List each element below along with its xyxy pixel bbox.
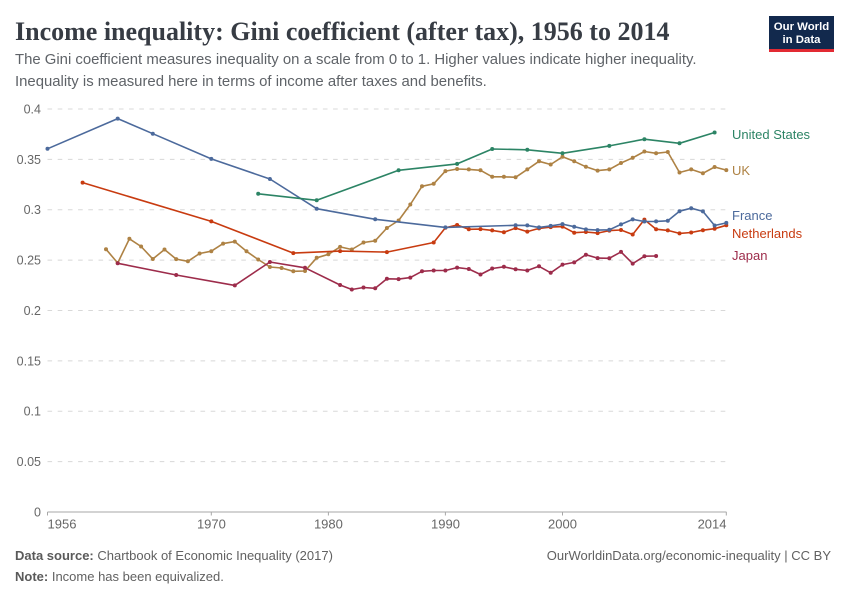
svg-text:1990: 1990 (431, 516, 460, 531)
svg-text:2014: 2014 (698, 516, 727, 531)
svg-text:0.35: 0.35 (17, 153, 41, 167)
svg-text:0.05: 0.05 (17, 455, 41, 469)
svg-text:2000: 2000 (548, 516, 577, 531)
svg-text:0.15: 0.15 (17, 354, 41, 368)
svg-text:0.25: 0.25 (17, 254, 41, 268)
svg-text:0.3: 0.3 (24, 203, 41, 217)
svg-text:0.2: 0.2 (24, 304, 41, 318)
svg-text:1956: 1956 (48, 516, 77, 531)
svg-text:1970: 1970 (197, 516, 226, 531)
svg-text:0.1: 0.1 (24, 405, 41, 419)
svg-text:0.4: 0.4 (24, 103, 41, 117)
svg-text:1980: 1980 (314, 516, 343, 531)
svg-text:0: 0 (34, 506, 41, 520)
